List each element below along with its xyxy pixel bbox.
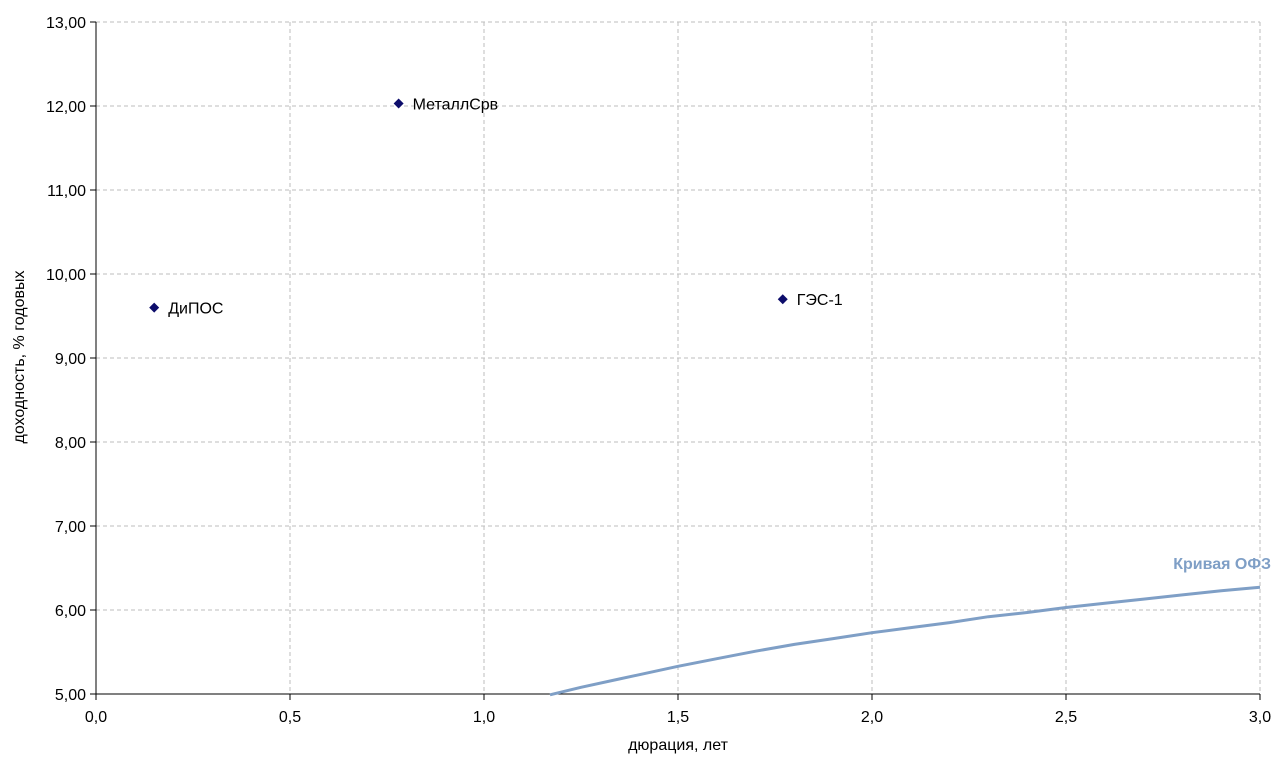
y-tick-label: 5,00 xyxy=(55,687,86,704)
tick-labels: 0,0 0,5 1,0 1,5 2,0 2,5 3,0 5,00 6,00 7,00 8,00 9,0… xyxy=(46,15,1271,726)
data-point-label: МеталлСрв xyxy=(413,96,499,113)
data-point-marker xyxy=(777,294,788,305)
data-point-label: ДиПОС xyxy=(168,301,223,318)
y-tick-label: 12,00 xyxy=(46,99,86,116)
y-tick-label: 7,00 xyxy=(55,519,86,536)
x-axis-title: дюрация, лет xyxy=(628,737,728,754)
x-tick-label: 2,0 xyxy=(861,709,883,726)
curve-layer xyxy=(549,585,1261,697)
x-tick-label: 1,0 xyxy=(473,709,495,726)
y-tick-label: 8,00 xyxy=(55,435,86,452)
axes xyxy=(90,21,1261,700)
data-point-marker xyxy=(393,98,404,109)
points-layer: ДиПОС МеталлСрв ГЭС-1 xyxy=(149,96,843,318)
grid xyxy=(96,21,1261,694)
data-point-marker xyxy=(149,302,160,313)
y-tick-label: 6,00 xyxy=(55,603,86,620)
y-tick-label: 13,00 xyxy=(46,15,86,32)
curve-series-label: Кривая ОФЗ xyxy=(1173,556,1271,573)
x-tick-label: 0,0 xyxy=(85,709,107,726)
x-tick-label: 2,5 xyxy=(1055,709,1077,726)
y-axis-title: доходность, % годовых xyxy=(11,271,28,444)
x-tick-label: 1,5 xyxy=(667,709,689,726)
y-tick-label: 9,00 xyxy=(55,351,86,368)
x-tick-label: 3,0 xyxy=(1249,709,1271,726)
x-tick-label: 0,5 xyxy=(279,709,301,726)
curve-series-line xyxy=(549,585,1261,697)
data-point-label: ГЭС-1 xyxy=(797,292,843,309)
y-tick-label: 10,00 xyxy=(46,267,86,284)
y-tick-label: 11,00 xyxy=(47,183,86,200)
